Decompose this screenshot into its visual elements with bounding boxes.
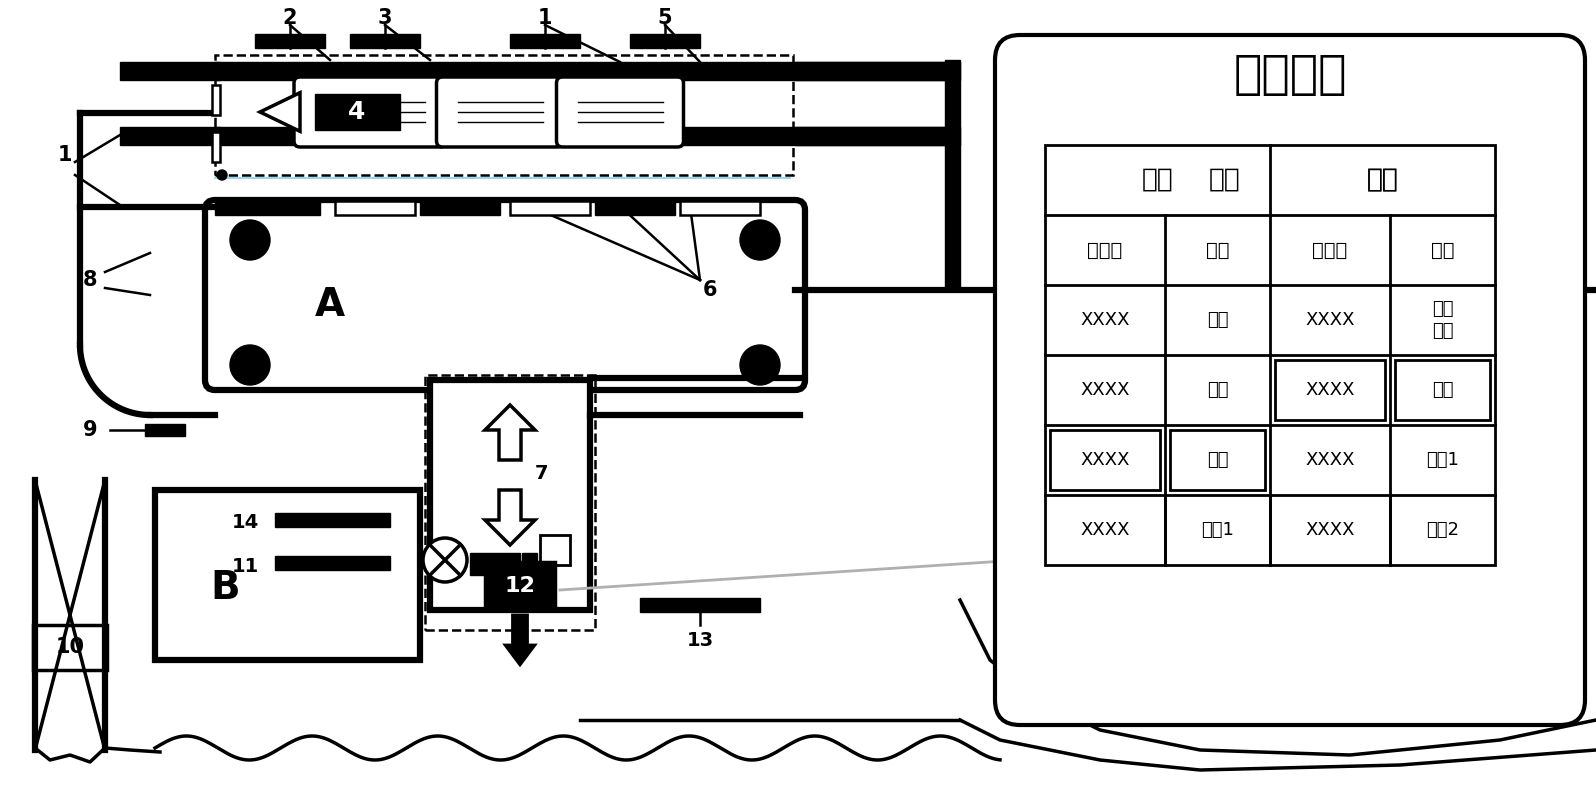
Text: 列车号: 列车号: [1312, 240, 1347, 259]
Bar: [215, 55, 793, 175]
Bar: [1395, 360, 1491, 420]
Bar: [795, 127, 961, 145]
Bar: [215, 127, 950, 145]
Text: 1: 1: [57, 145, 72, 165]
FancyBboxPatch shape: [557, 77, 683, 147]
Bar: [469, 553, 520, 575]
Bar: [255, 34, 326, 48]
Text: 3: 3: [378, 8, 393, 28]
Bar: [425, 375, 595, 630]
Bar: [215, 62, 950, 80]
Bar: [314, 94, 401, 130]
Text: XXXX: XXXX: [1080, 381, 1130, 399]
Bar: [275, 556, 389, 570]
Text: 1: 1: [538, 8, 552, 28]
Bar: [539, 535, 570, 565]
Circle shape: [741, 220, 780, 260]
Circle shape: [230, 345, 270, 385]
Bar: [350, 34, 420, 48]
Bar: [630, 34, 701, 48]
Text: 13: 13: [686, 630, 713, 649]
Bar: [485, 562, 555, 610]
Bar: [640, 598, 760, 612]
Text: XXXX: XXXX: [1080, 451, 1130, 469]
Text: 到达: 到达: [1141, 167, 1173, 193]
Text: 5: 5: [658, 8, 672, 28]
Bar: [420, 201, 500, 215]
Bar: [511, 201, 591, 215]
Text: 12: 12: [504, 576, 535, 596]
Bar: [522, 553, 536, 568]
Bar: [145, 424, 185, 436]
Bar: [275, 513, 389, 527]
Text: XXXX: XXXX: [1306, 381, 1355, 399]
Text: 出发: 出发: [1366, 167, 1398, 193]
Text: A: A: [314, 286, 345, 324]
Bar: [155, 490, 420, 660]
Bar: [795, 62, 961, 80]
Text: 2: 2: [282, 8, 297, 28]
Text: 待发1: 待发1: [1427, 451, 1459, 469]
Bar: [945, 60, 961, 290]
FancyArrow shape: [504, 615, 535, 665]
Text: 11: 11: [231, 556, 259, 575]
Text: 已达: 已达: [1207, 381, 1229, 399]
Text: 6: 6: [702, 280, 717, 300]
Text: 超时
已发: 超时 已发: [1432, 300, 1454, 340]
Bar: [212, 85, 220, 115]
Text: 将达: 将达: [1207, 451, 1229, 469]
Text: 将达1: 将达1: [1202, 521, 1234, 539]
Text: 将发: 将发: [1432, 381, 1454, 399]
Text: B: B: [211, 569, 239, 607]
Bar: [680, 201, 760, 215]
Text: 到达: 到达: [1210, 167, 1240, 193]
FancyBboxPatch shape: [294, 77, 445, 147]
Text: XXXX: XXXX: [1080, 521, 1130, 539]
Bar: [120, 62, 220, 80]
Text: XXXX: XXXX: [1306, 311, 1355, 329]
Polygon shape: [260, 93, 300, 132]
FancyBboxPatch shape: [994, 35, 1585, 725]
Text: 列车动态: 列车动态: [1234, 53, 1347, 98]
Bar: [1050, 430, 1160, 490]
Text: 待发2: 待发2: [1425, 521, 1459, 539]
Bar: [290, 201, 321, 215]
Bar: [335, 201, 415, 215]
Circle shape: [230, 220, 270, 260]
Circle shape: [217, 65, 227, 75]
Bar: [120, 127, 220, 145]
Bar: [212, 132, 220, 162]
Text: 7: 7: [535, 463, 549, 482]
FancyArrow shape: [485, 405, 535, 460]
Text: 列车号: 列车号: [1087, 240, 1122, 259]
Text: 8: 8: [83, 270, 97, 290]
Text: 9: 9: [83, 420, 97, 440]
Text: 已达: 已达: [1207, 311, 1229, 329]
FancyArrow shape: [485, 490, 535, 545]
Bar: [1045, 145, 1495, 565]
Bar: [34, 625, 107, 670]
Text: XXXX: XXXX: [1080, 311, 1130, 329]
Text: 14: 14: [231, 514, 259, 533]
Bar: [1275, 360, 1385, 420]
Text: XXXX: XXXX: [1306, 451, 1355, 469]
Text: XXXX: XXXX: [1306, 521, 1355, 539]
FancyBboxPatch shape: [204, 200, 804, 390]
Bar: [215, 201, 290, 215]
Circle shape: [741, 345, 780, 385]
Text: 状态: 状态: [1205, 240, 1229, 259]
Text: 4: 4: [348, 100, 365, 124]
Bar: [595, 201, 675, 215]
FancyBboxPatch shape: [436, 77, 563, 147]
Circle shape: [423, 538, 468, 582]
Bar: [429, 380, 591, 610]
Text: 状态: 状态: [1430, 240, 1454, 259]
Bar: [511, 34, 579, 48]
Circle shape: [217, 170, 227, 180]
Text: 出发: 出发: [1366, 167, 1398, 193]
Bar: [1170, 430, 1266, 490]
Text: 10: 10: [56, 637, 85, 657]
